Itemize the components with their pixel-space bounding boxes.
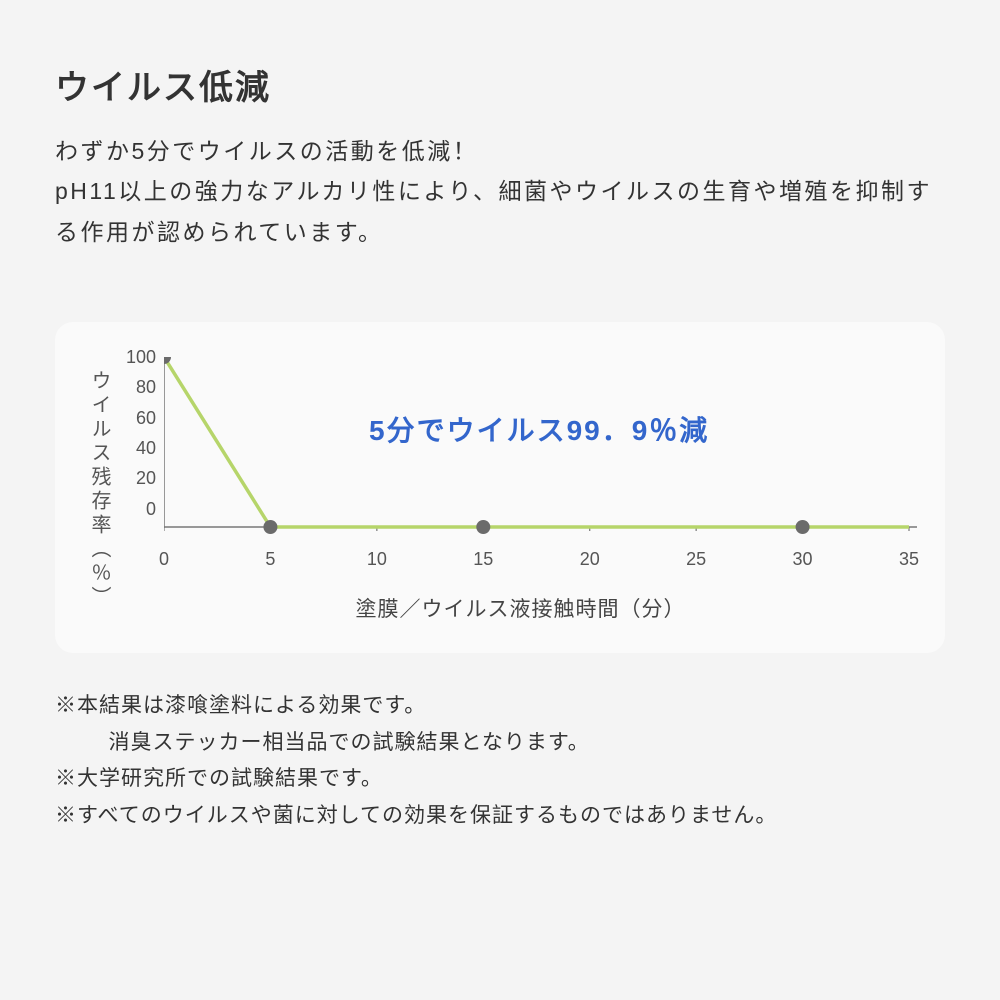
footnote-line: ※本結果は漆喰塗料による効果です。: [55, 688, 945, 725]
plot-wrap: 100806040200 5分でウイルス99．9％減 0510152025303…: [122, 357, 919, 623]
x-tick-label: 0: [159, 549, 169, 570]
x-ticks: 05101520253035: [164, 547, 919, 575]
plot: 5分でウイルス99．9％減: [164, 357, 919, 547]
y-ticks: 100806040200: [116, 357, 156, 527]
x-tick-label: 5: [265, 549, 275, 570]
chart-callout: 5分でウイルス99．9％減: [369, 409, 709, 449]
section-description: わずか5分でウイルスの活動を低減！pH11以上の強力なアルカリ性により、細菌やウ…: [55, 131, 945, 252]
y-tick-label: 20: [116, 469, 156, 487]
y-tick-label: 0: [116, 500, 156, 518]
chart-area: ウイルス残存率（％） 100806040200 5分でウイルス99．9％減 05…: [85, 357, 915, 623]
line-chart-svg: [164, 357, 919, 547]
x-tick-label: 30: [793, 549, 813, 570]
section-heading: ウイルス低減: [55, 60, 945, 109]
y-tick-label: 80: [116, 378, 156, 396]
chart-card: ウイルス残存率（％） 100806040200 5分でウイルス99．9％減 05…: [55, 322, 945, 653]
footnote-line: ※すべてのウイルスや菌に対しての効果を保証するものではありません。: [55, 798, 945, 835]
y-tick-label: 40: [116, 439, 156, 457]
y-tick-label: 100: [116, 348, 156, 366]
x-tick-label: 15: [473, 549, 493, 570]
y-tick-label: 60: [116, 409, 156, 427]
x-tick-label: 20: [580, 549, 600, 570]
footnote-line: 消臭ステッカー相当品での試験結果となります。: [55, 725, 945, 762]
x-tick-label: 25: [686, 549, 706, 570]
x-axis-label: 塗膜／ウイルス液接触時間（分）: [122, 593, 919, 623]
footnotes: ※本結果は漆喰塗料による効果です。 消臭ステッカー相当品での試験結果となります。…: [55, 688, 945, 835]
x-tick-label: 10: [367, 549, 387, 570]
x-tick-label: 35: [899, 549, 919, 570]
footnote-line: ※大学研究所での試験結果です。: [55, 761, 945, 798]
